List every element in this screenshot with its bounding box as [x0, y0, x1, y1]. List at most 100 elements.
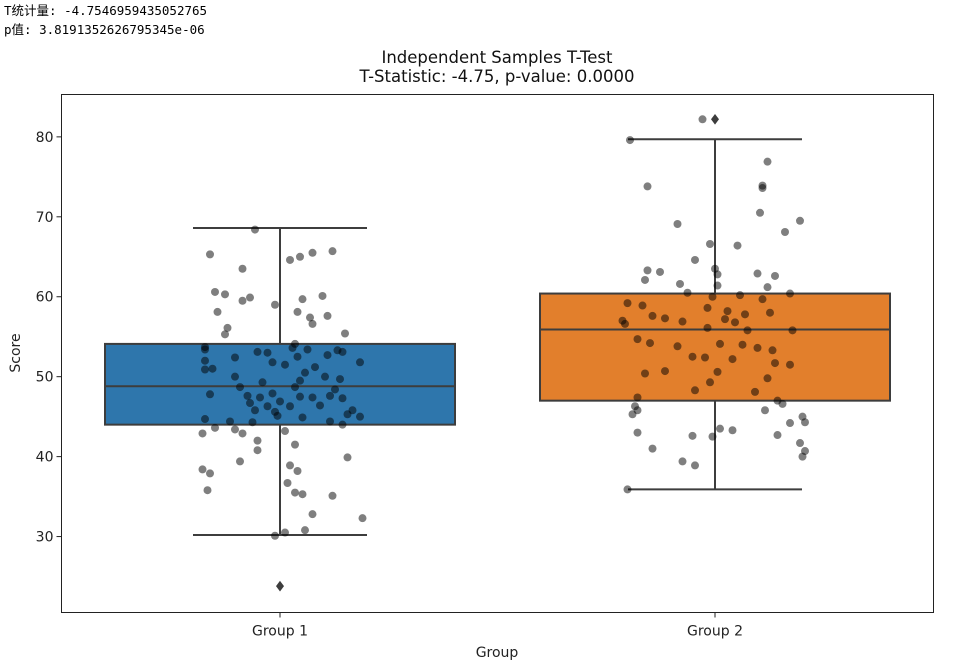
strip-point-173 [716, 424, 724, 433]
strip-point-179 [796, 439, 804, 448]
strip-point-74 [226, 417, 234, 426]
strip-point-41 [201, 365, 209, 374]
strip-point-185 [623, 485, 632, 494]
strip-point-76 [211, 423, 219, 432]
strip-point-127 [786, 289, 794, 298]
strip-point-95 [308, 510, 317, 519]
strip-point-150 [768, 346, 777, 355]
outlier-group-2-1 [711, 113, 719, 125]
y-axis: 30 40 50 60 70 80 [36, 130, 62, 546]
strip-point-57 [326, 391, 334, 400]
x-tick-label-group-2: Group 2 [687, 624, 743, 640]
strip-point-90 [283, 479, 292, 487]
strip-point-157 [641, 369, 649, 378]
strip-point-106 [756, 208, 764, 217]
strip-point-125 [736, 291, 744, 300]
strip-point-13 [318, 291, 327, 300]
strip-point-80 [281, 427, 289, 436]
strip-point-176 [688, 431, 697, 440]
strip-point-156 [661, 367, 669, 376]
strip-point-165 [778, 399, 787, 408]
strip-point-153 [728, 355, 737, 364]
strip-point-9 [221, 290, 229, 299]
strip-point-55 [296, 392, 304, 401]
strip-point-124 [708, 292, 717, 301]
y-tick-label-50: 50 [36, 370, 54, 386]
strip-point-10 [238, 296, 247, 305]
strip-point-79 [238, 429, 247, 438]
strip-point-126 [758, 295, 767, 304]
strip-point-8 [211, 287, 219, 296]
strip-point-20 [308, 319, 317, 328]
strip-point-21 [341, 329, 349, 338]
strip-point-85 [236, 457, 244, 466]
strip-point-141 [703, 323, 712, 332]
strip-point-134 [648, 311, 657, 320]
strip-point-1 [251, 225, 259, 234]
strip-point-115 [656, 267, 664, 276]
console-output: T统计量: -4.7546959435052765 p值: 3.819135262… [4, 1, 207, 39]
y-tick-label-60: 60 [36, 290, 54, 306]
chart-title-line1: Independent Samples T-Test [381, 48, 613, 67]
strip-point-48 [236, 383, 244, 392]
strip-point-22 [221, 330, 229, 339]
strip-point-38 [311, 363, 319, 372]
strip-point-93 [328, 491, 337, 500]
strip-point-52 [243, 391, 252, 400]
strip-point-168 [628, 410, 637, 419]
strip-point-139 [721, 315, 729, 324]
strip-point-15 [271, 300, 279, 309]
strip-point-46 [321, 372, 329, 381]
box-group-1 [104, 226, 456, 592]
strip-point-39 [356, 358, 364, 367]
strip-point-33 [231, 353, 239, 362]
strip-point-123 [683, 288, 692, 297]
strip-point-7 [328, 247, 337, 256]
strip-point-99 [281, 528, 289, 537]
strip-point-131 [723, 307, 732, 316]
x-axis-label: Group [476, 645, 519, 661]
strip-point-84 [343, 453, 352, 462]
strip-point-49 [291, 383, 299, 392]
strip-point-171 [786, 419, 794, 428]
strip-point-142 [743, 326, 752, 335]
strip-point-98 [271, 531, 279, 540]
strip-point-118 [713, 270, 722, 279]
strip-point-152 [701, 353, 709, 362]
strip-point-83 [253, 446, 262, 455]
strip-point-110 [706, 239, 714, 248]
strip-point-132 [741, 310, 749, 319]
boxes-layer [104, 113, 891, 592]
strip-point-135 [661, 314, 669, 323]
strip-point-2 [206, 250, 214, 259]
strip-point-137 [621, 319, 629, 328]
strip-point-116 [641, 275, 649, 284]
y-tick-label-40: 40 [36, 450, 54, 466]
box-group-2 [539, 113, 891, 491]
strip-point-162 [751, 387, 759, 396]
strip-point-86 [286, 461, 294, 470]
strip-point-34 [293, 352, 302, 361]
strip-point-28 [288, 343, 297, 352]
strip-point-122 [763, 283, 772, 292]
strip-point-183 [678, 457, 687, 466]
strip-point-82 [291, 440, 299, 449]
strip-point-145 [646, 339, 654, 348]
strip-point-18 [323, 311, 332, 320]
strip-point-70 [298, 413, 307, 422]
strip-point-50 [331, 385, 339, 394]
strip-point-119 [771, 271, 779, 280]
strip-point-63 [316, 401, 324, 410]
strip-point-128 [623, 299, 632, 308]
strip-point-112 [691, 255, 699, 264]
strip-point-27 [263, 348, 272, 357]
console-line-t-statistic: T统计量: -4.7546959435052765 [4, 3, 208, 18]
strip-point-140 [731, 318, 739, 327]
strip-point-61 [276, 397, 284, 406]
strip-point-182 [798, 452, 807, 461]
strip-point-107 [796, 216, 804, 225]
strip-point-174 [728, 426, 737, 435]
strip-point-117 [753, 269, 762, 278]
strip-point-42 [301, 368, 309, 377]
